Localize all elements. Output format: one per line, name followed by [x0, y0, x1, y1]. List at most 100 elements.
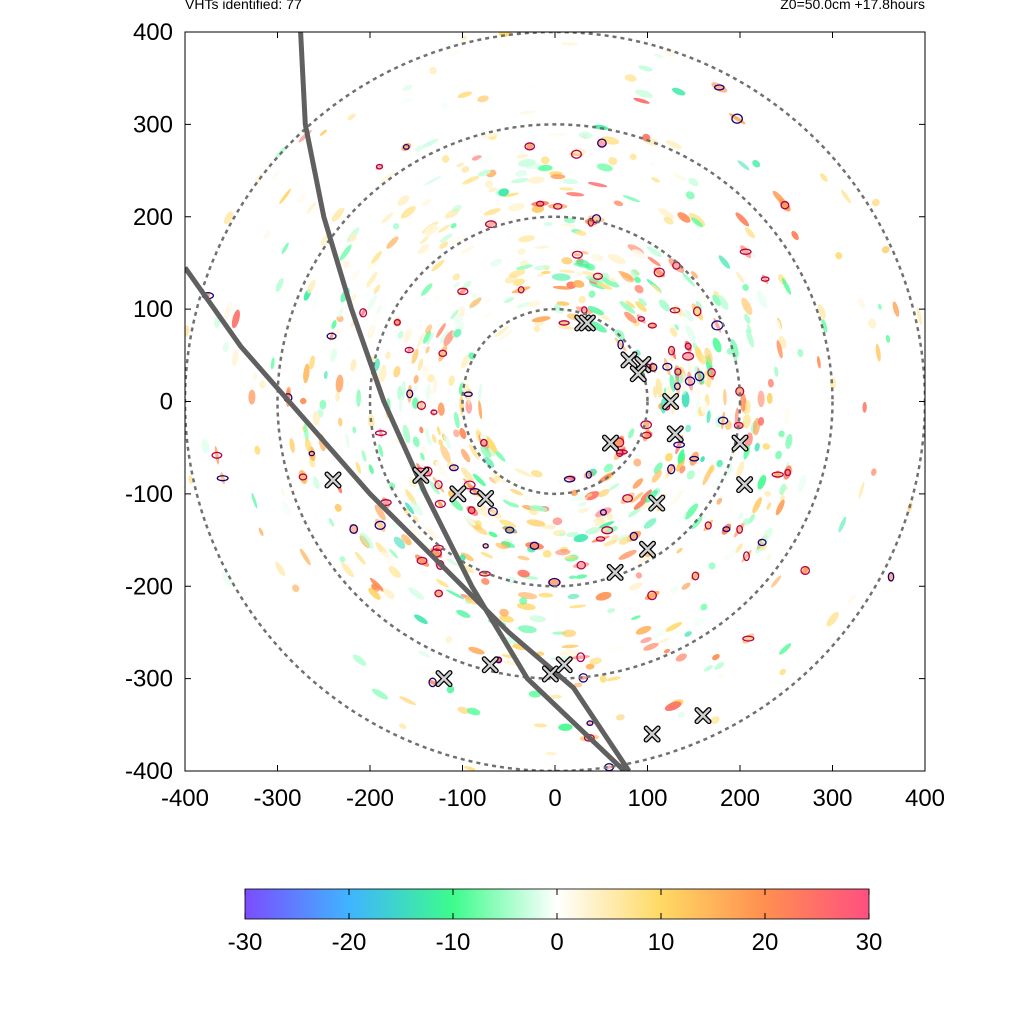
field-cell: [397, 330, 404, 339]
field-cell: [425, 384, 431, 401]
field-cell: [752, 497, 762, 514]
contour-loop: [742, 635, 755, 642]
field-cell: [681, 391, 690, 408]
field-cell: [775, 499, 785, 516]
field-cell: [393, 318, 402, 327]
vht-marker: [620, 351, 638, 369]
field-cell: [388, 566, 401, 578]
field-cell: [735, 212, 750, 227]
contour-loop: [617, 339, 624, 350]
field-cell: [477, 169, 491, 177]
contour-loop: [416, 556, 428, 565]
contour-loop: [487, 506, 498, 517]
field-cell: [628, 507, 642, 518]
vht-marker: [662, 393, 680, 410]
field-cell: [573, 682, 583, 688]
field-cell: [477, 95, 489, 103]
field-cell: [596, 281, 612, 290]
field-cell: [304, 438, 312, 452]
field-cell: [862, 401, 867, 413]
field-cell: [312, 476, 320, 490]
field-cell: [430, 548, 443, 558]
field-cell: [705, 356, 711, 376]
field-cell: [338, 307, 344, 318]
field-cell: [664, 701, 682, 712]
contour-loop: [587, 217, 595, 227]
field-cell: [650, 629, 667, 639]
contour-loop: [595, 536, 606, 542]
field-cell: [429, 388, 433, 396]
field-cell: [428, 679, 437, 685]
field-cell: [616, 714, 625, 721]
field-cell: [840, 189, 851, 204]
contour-loop: [692, 306, 702, 317]
field-cell: [687, 360, 693, 374]
field-cell: [474, 520, 483, 528]
field-cell: [431, 434, 437, 444]
field-cell: [481, 132, 500, 139]
field-cell: [698, 354, 707, 365]
field-cell: [328, 517, 335, 527]
field-cell: [224, 301, 232, 321]
field-cell: [700, 400, 708, 413]
field-cell: [585, 276, 604, 284]
field-cell: [672, 87, 686, 96]
field-cell: [677, 711, 686, 719]
field-cell: [312, 506, 320, 521]
field-cell: [520, 494, 539, 502]
field-cell: [754, 442, 760, 452]
field-cell: [563, 217, 576, 224]
field-cell: [458, 287, 468, 296]
vht-marker: [555, 656, 573, 674]
field-cell: [252, 371, 258, 381]
field-cell: [478, 400, 483, 420]
field-cell: [478, 383, 482, 403]
field-cell: [635, 301, 647, 312]
field-cell: [543, 221, 553, 227]
field-cell: [677, 513, 687, 524]
field-cell: [425, 346, 430, 354]
field-cell: [435, 461, 448, 479]
field-cell: [530, 470, 543, 478]
field-cell: [670, 489, 684, 506]
field-cell: [596, 163, 613, 172]
field-cell: [871, 198, 880, 207]
x-tick-label: 300: [812, 785, 852, 812]
field-cell: [566, 532, 579, 538]
field-cell: [201, 439, 210, 454]
field-cell: [397, 385, 402, 400]
contour-loop: [535, 200, 545, 207]
field-cell: [614, 337, 627, 352]
field-cell: [775, 450, 782, 460]
field-cell: [359, 532, 374, 549]
field-cell: [540, 156, 550, 165]
field-cell: [706, 410, 711, 424]
field-cell: [638, 65, 653, 72]
field-cell: [431, 260, 445, 272]
field-cell: [401, 380, 406, 401]
field-cell: [517, 625, 537, 634]
field-cell: [766, 554, 772, 561]
field-cell: [533, 325, 541, 333]
field-cell: [270, 357, 275, 370]
field-cell: [691, 217, 704, 228]
field-cell: [555, 549, 571, 556]
vht-marker: [634, 356, 652, 374]
field-cell: [663, 216, 674, 225]
colorbar-tick-label: 30: [856, 929, 883, 956]
field-cell: [700, 456, 705, 463]
field-cell: [446, 558, 458, 566]
field-cell: [888, 572, 894, 582]
contour-loop: [553, 202, 563, 210]
field-cell: [712, 653, 720, 661]
contour-loop: [736, 525, 744, 534]
field-cell: [643, 642, 659, 651]
field-cell: [460, 467, 474, 483]
field-cell: [309, 355, 315, 370]
field-cell: [480, 445, 492, 459]
field-cell: [413, 515, 419, 522]
field-cell: [498, 329, 514, 341]
field-cell: [373, 284, 381, 294]
field-cell: [330, 348, 337, 362]
field-cell: [634, 276, 641, 283]
